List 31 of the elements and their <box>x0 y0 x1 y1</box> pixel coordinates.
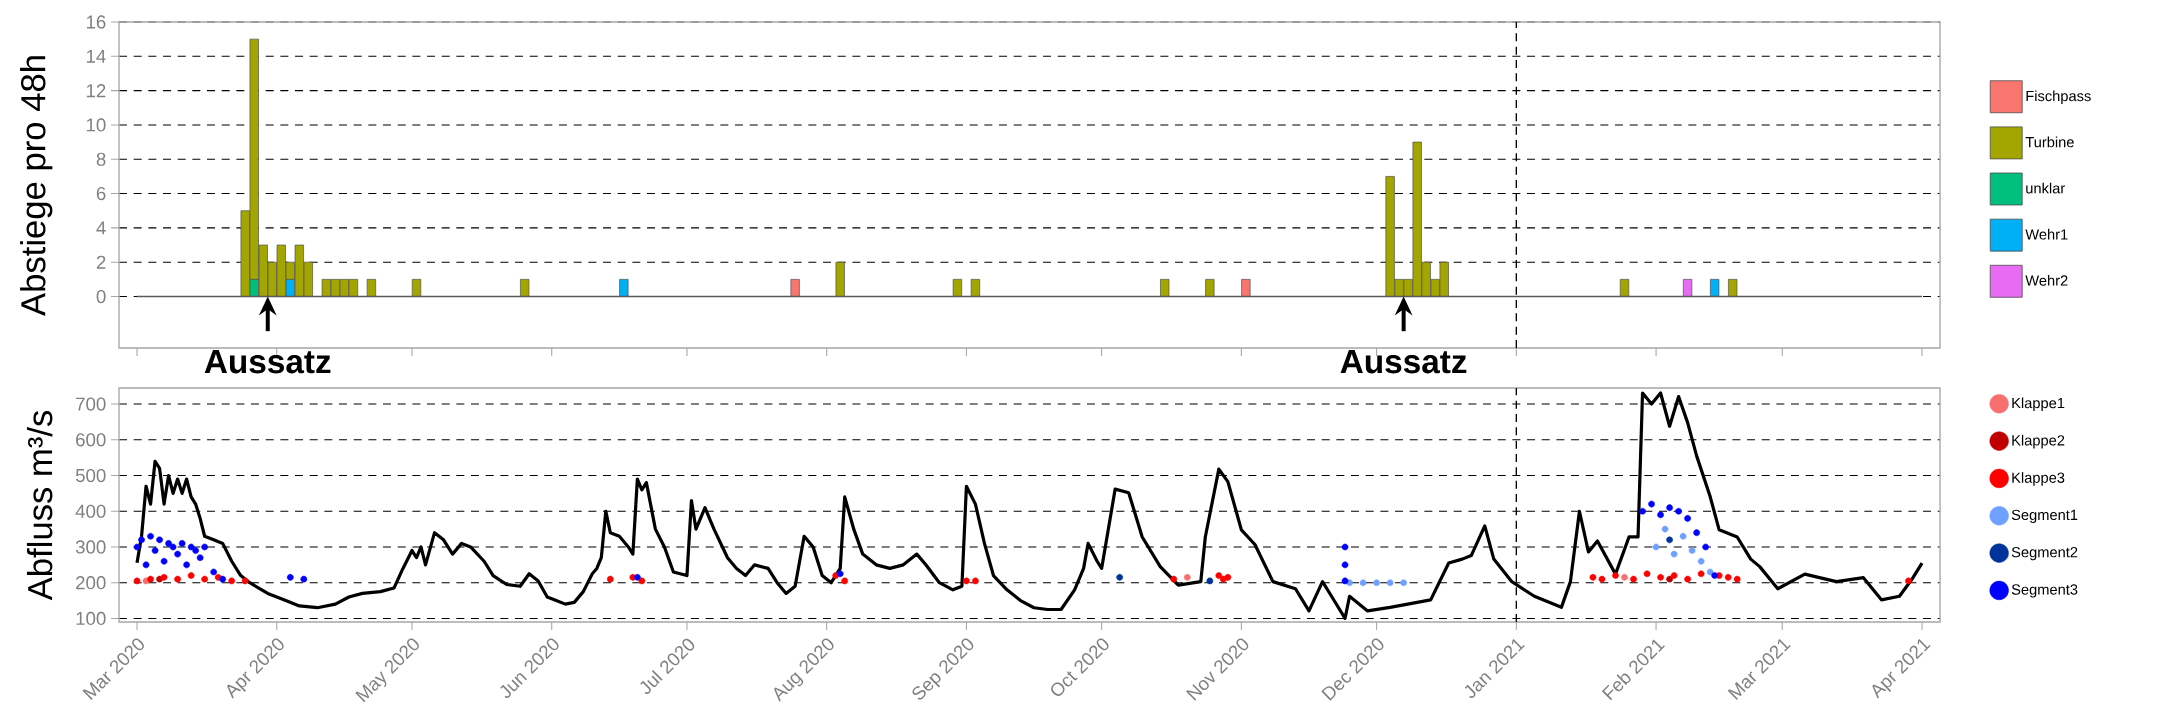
y-axis-title: Abfluss m³/s <box>26 410 53 601</box>
y-tick-label: 6 <box>96 186 106 201</box>
legend-label: Segment1 <box>2011 509 2078 523</box>
legend-label: Wehr2 <box>2025 274 2068 286</box>
y-tick-label: 700 <box>76 397 106 411</box>
annotation: Aussatz <box>1340 350 1467 374</box>
y-tick-label: 16 <box>86 15 106 29</box>
y-tick-label: 100 <box>76 611 106 626</box>
legend-label: unklar <box>2026 182 2065 194</box>
y-tick-label: 12 <box>86 84 106 98</box>
legend-label: Turbine <box>2025 136 2074 148</box>
y-tick-label: 4 <box>96 221 106 235</box>
legend-label: Klappe3 <box>2012 472 2065 486</box>
y-tick-label: 300 <box>75 540 106 554</box>
y-tick-label: 200 <box>76 576 106 590</box>
legend-label: Segment2 <box>2011 547 2078 561</box>
y-tick-label: 2 <box>96 255 106 269</box>
y-tick-label: 500 <box>75 468 106 483</box>
legend-label: Klappe1 <box>2012 397 2065 412</box>
legend-label: Wehr1 <box>2025 228 2068 240</box>
legend-label: Fischpass <box>2026 90 2091 105</box>
y-tick-label: 600 <box>76 433 106 447</box>
legend-label: Klappe2 <box>2012 434 2065 449</box>
y-tick-label: 400 <box>75 504 106 518</box>
y-tick-label: 8 <box>96 152 106 166</box>
y-tick-label: 0 <box>96 289 106 304</box>
y-axis-title: Abstiege pro 48h <box>20 56 53 316</box>
legend-label: Segment3 <box>2011 584 2078 598</box>
y-tick-label: 14 <box>86 49 106 63</box>
y-tick-label: 10 <box>86 118 106 132</box>
annotation: Aussatz <box>204 350 331 374</box>
